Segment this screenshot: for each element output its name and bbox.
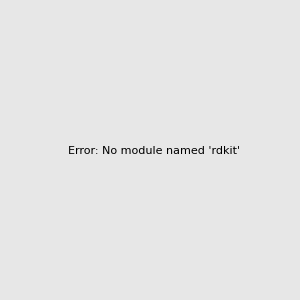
Text: Error: No module named 'rdkit': Error: No module named 'rdkit'	[68, 146, 240, 157]
